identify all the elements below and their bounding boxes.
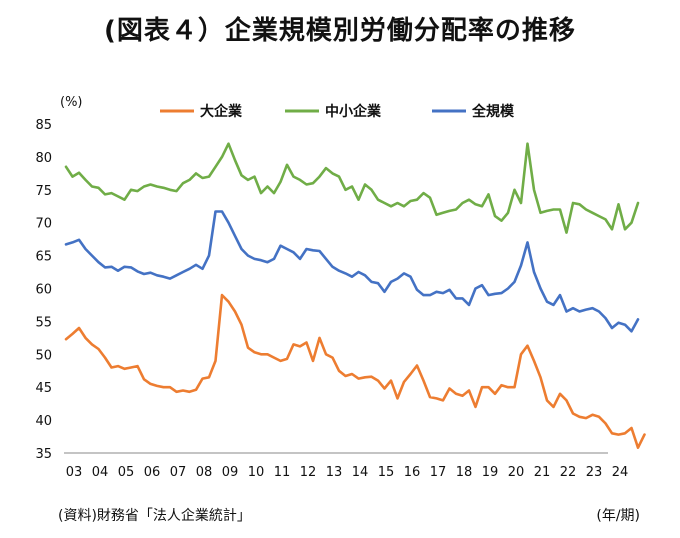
x-tick-label: 05: [118, 465, 135, 480]
y-tick-label: 50: [35, 348, 52, 363]
y-tick-label: 60: [35, 283, 52, 298]
x-tick-label: 03: [66, 465, 83, 480]
legend: 大企業 中小企業 全規模: [160, 103, 515, 120]
y-tick-label: 40: [35, 414, 52, 429]
x-tick-label: 11: [274, 465, 291, 480]
x-tick-label: 13: [326, 465, 343, 480]
series-lines: [64, 142, 646, 450]
y-tick-label: 70: [35, 217, 52, 232]
x-tick-label: 22: [560, 465, 577, 480]
y-tick-label: 55: [35, 315, 52, 330]
series-line-0: [64, 293, 646, 450]
y-tick-label: 35: [35, 447, 52, 462]
x-tick-label: 15: [378, 465, 395, 480]
x-tick-label: 10: [248, 465, 265, 480]
x-tick-label: 23: [586, 465, 603, 480]
x-tick-label: 07: [170, 465, 187, 480]
x-tick-label: 20: [508, 465, 525, 480]
x-tick-label: 06: [144, 465, 161, 480]
y-tick-label: 80: [35, 151, 52, 166]
chart-title: (図表４）企業規模別労働分配率の推移: [104, 16, 576, 46]
y-axis: 35 40 45 50 55 60 65 70 75 80 85: [35, 118, 52, 462]
y-axis-unit-label: (%): [60, 95, 83, 110]
x-tick-label: 04: [92, 465, 109, 480]
series-line-1: [64, 142, 640, 234]
x-tick-label: 21: [534, 465, 551, 480]
x-tick-label: 17: [430, 465, 447, 480]
x-tick-label: 16: [404, 465, 421, 480]
x-tick-label: 14: [352, 465, 369, 480]
y-tick-label: 45: [35, 381, 52, 396]
y-tick-label: 65: [35, 250, 52, 265]
legend-label: 全規模: [471, 103, 515, 120]
x-tick-label: 09: [222, 465, 239, 480]
x-tick-label: 12: [300, 465, 317, 480]
y-tick-label: 75: [35, 184, 52, 199]
x-tick-label: 18: [456, 465, 473, 480]
series-line-2: [64, 210, 640, 333]
legend-label: 大企業: [200, 103, 243, 120]
x-tick-label: 24: [612, 465, 629, 480]
x-axis: 03 04 05 06 07 08 09 10 11 12 13 14 15 16 17 18 19 20 21 22…: [66, 465, 629, 480]
x-axis-unit-label: (年/期): [596, 508, 640, 524]
legend-label: 中小企業: [325, 103, 382, 120]
y-tick-label: 85: [35, 118, 52, 133]
x-tick-label: 19: [482, 465, 499, 480]
x-tick-label: 08: [196, 465, 213, 480]
source-note: (資料)財務省「法人企業統計」: [58, 508, 251, 524]
